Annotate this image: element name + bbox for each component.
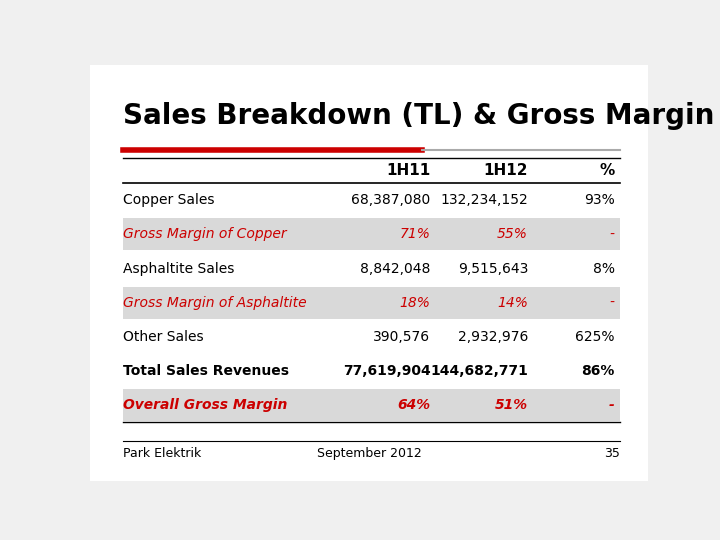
Text: -: - bbox=[610, 227, 615, 241]
Text: 1H12: 1H12 bbox=[484, 163, 528, 178]
Text: 625%: 625% bbox=[575, 330, 615, 344]
Text: 132,234,152: 132,234,152 bbox=[440, 193, 528, 207]
Text: 390,576: 390,576 bbox=[373, 330, 431, 344]
Text: Overall Gross Margin: Overall Gross Margin bbox=[124, 398, 288, 412]
FancyBboxPatch shape bbox=[124, 389, 620, 421]
Text: 8,842,048: 8,842,048 bbox=[360, 261, 431, 275]
Text: 55%: 55% bbox=[497, 227, 528, 241]
Text: 8%: 8% bbox=[593, 261, 615, 275]
Text: 71%: 71% bbox=[400, 227, 431, 241]
Text: 68,387,080: 68,387,080 bbox=[351, 193, 431, 207]
Text: Gross Margin of Asphaltite: Gross Margin of Asphaltite bbox=[124, 295, 307, 309]
Text: 93%: 93% bbox=[584, 193, 615, 207]
Text: %: % bbox=[599, 163, 615, 178]
Text: Copper Sales: Copper Sales bbox=[124, 193, 215, 207]
Text: Total Sales Revenues: Total Sales Revenues bbox=[124, 364, 289, 378]
Text: Asphaltite Sales: Asphaltite Sales bbox=[124, 261, 235, 275]
Text: 14%: 14% bbox=[497, 295, 528, 309]
Text: 1H11: 1H11 bbox=[386, 163, 431, 178]
Text: Other Sales: Other Sales bbox=[124, 330, 204, 344]
FancyBboxPatch shape bbox=[90, 65, 648, 481]
Text: September 2012: September 2012 bbox=[317, 447, 421, 460]
Text: 64%: 64% bbox=[397, 398, 431, 412]
Text: 86%: 86% bbox=[581, 364, 615, 378]
Text: 51%: 51% bbox=[495, 398, 528, 412]
Text: 2,932,976: 2,932,976 bbox=[458, 330, 528, 344]
FancyBboxPatch shape bbox=[124, 218, 620, 251]
Text: 35: 35 bbox=[604, 447, 620, 460]
Text: 144,682,771: 144,682,771 bbox=[430, 364, 528, 378]
FancyBboxPatch shape bbox=[124, 287, 620, 319]
Text: 77,619,904: 77,619,904 bbox=[343, 364, 431, 378]
Text: Gross Margin of Copper: Gross Margin of Copper bbox=[124, 227, 287, 241]
Text: Park Elektrik: Park Elektrik bbox=[124, 447, 202, 460]
Text: 18%: 18% bbox=[400, 295, 431, 309]
Text: Sales Breakdown (TL) & Gross Margin by Products: Sales Breakdown (TL) & Gross Margin by P… bbox=[124, 102, 720, 130]
Text: -: - bbox=[609, 398, 615, 412]
Text: 9,515,643: 9,515,643 bbox=[458, 261, 528, 275]
Text: -: - bbox=[610, 295, 615, 309]
